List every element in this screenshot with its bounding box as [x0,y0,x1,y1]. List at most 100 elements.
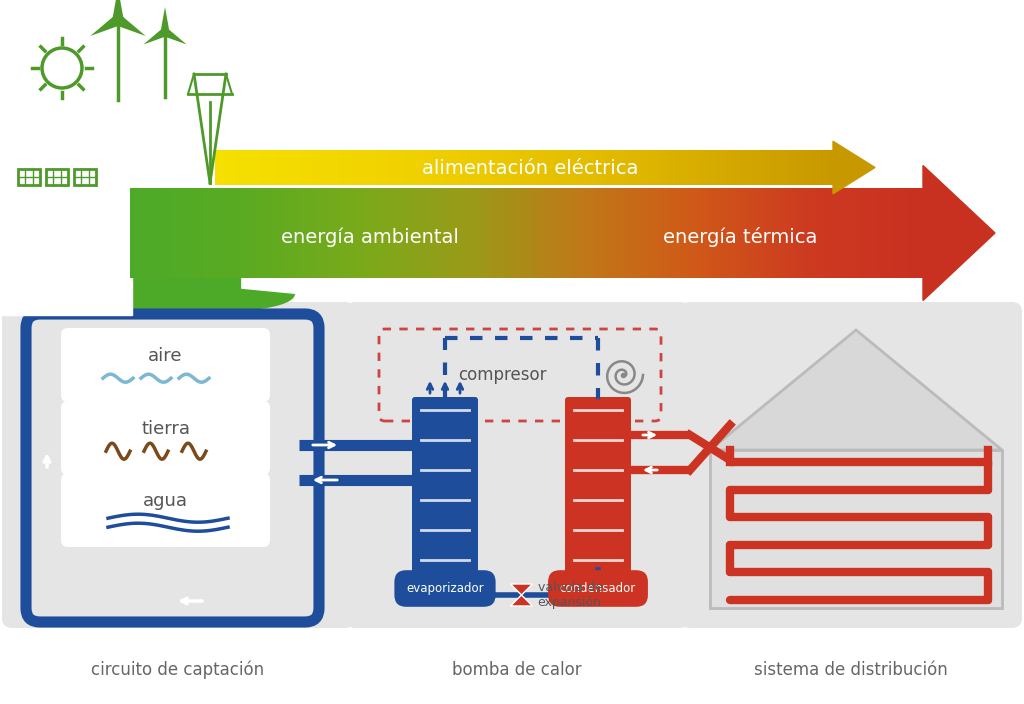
Bar [720,188,722,278]
Bar [408,188,411,278]
Bar [603,188,606,278]
Bar [384,150,386,185]
Bar [366,150,368,185]
Bar [621,150,623,185]
Bar [353,150,355,185]
Bar [714,188,717,278]
Bar [466,150,468,185]
Bar [541,150,543,185]
Bar [909,188,912,278]
Bar [462,150,464,185]
Bar [246,150,248,185]
Bar [625,150,627,185]
Bar [344,188,347,278]
Bar [824,150,826,185]
Bar [339,188,341,278]
Text: tierra: tierra [141,420,190,438]
Bar [706,150,708,185]
Bar [295,150,297,185]
FancyBboxPatch shape [412,397,478,573]
Bar [783,188,785,278]
Bar [733,188,735,278]
Bar [775,188,777,278]
Bar [827,188,830,278]
FancyBboxPatch shape [345,302,690,628]
Bar [658,188,662,278]
Bar [287,150,289,185]
Bar [703,150,706,185]
Bar [373,188,376,278]
Bar [710,450,1002,608]
Bar [212,188,215,278]
Bar [773,150,775,185]
Bar [754,188,757,278]
Bar [671,150,673,185]
Bar [472,150,474,185]
Bar [663,150,665,185]
Bar [814,150,816,185]
Bar [500,188,503,278]
Bar [323,188,326,278]
Bar [299,188,302,278]
Bar [876,188,878,278]
Bar [294,188,297,278]
Bar [639,150,641,185]
Bar [486,188,489,278]
Bar [640,188,643,278]
Bar [547,150,549,185]
Bar [720,150,722,185]
Bar [606,188,608,278]
Bar [561,150,563,185]
Bar [135,188,138,278]
Bar [196,188,199,278]
Bar [175,188,177,278]
Bar [436,188,439,278]
Bar [804,150,806,185]
Bar [643,188,645,278]
Bar [683,150,685,185]
Bar [655,150,657,185]
Bar [854,188,857,278]
Bar [764,188,767,278]
Bar [664,188,667,278]
Bar [389,188,392,278]
Bar [627,188,630,278]
Bar [623,150,625,185]
Bar [496,150,498,185]
Bar [423,150,425,185]
Bar [717,188,720,278]
Bar [267,188,270,278]
Bar [337,150,339,185]
Bar [209,188,212,278]
Bar [794,150,796,185]
Bar [588,188,590,278]
Polygon shape [833,142,874,194]
Bar [376,150,378,185]
Bar [516,188,518,278]
Bar [777,150,779,185]
Text: evaporizador: evaporizador [407,582,483,595]
Bar [679,150,681,185]
Bar [656,188,658,278]
Bar [411,150,413,185]
Bar [708,150,710,185]
Bar [409,150,411,185]
Bar [769,150,771,185]
Bar [567,150,569,185]
Bar [714,150,716,185]
Bar [250,150,252,185]
Bar [638,188,640,278]
Bar [822,188,825,278]
Bar [551,150,553,185]
Bar [722,188,725,278]
Bar [194,188,196,278]
Bar [272,188,275,278]
Text: compresor: compresor [458,366,546,384]
Bar [732,150,734,185]
Bar [415,150,417,185]
Text: sistema de distribución: sistema de distribución [754,661,948,679]
Bar [825,188,827,278]
Bar [219,150,221,185]
Bar [807,188,809,278]
Bar [148,188,152,278]
